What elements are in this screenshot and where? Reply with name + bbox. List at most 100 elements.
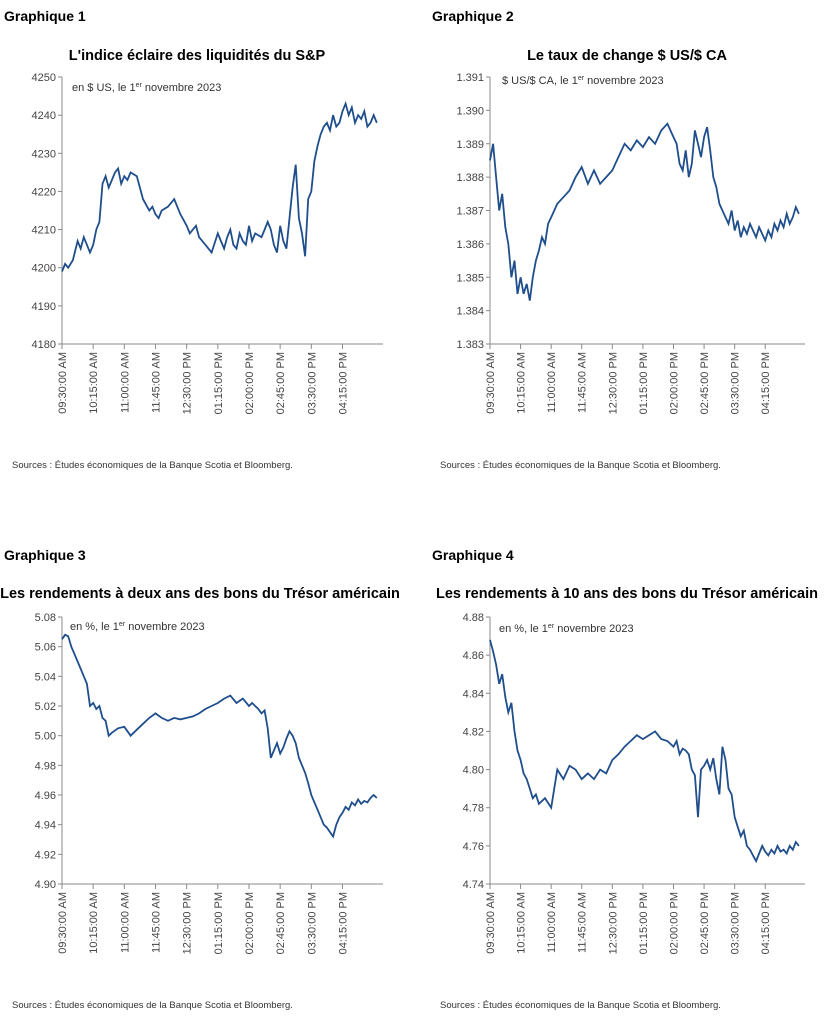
chart2-title: Le taux de change $ US/$ CA: [527, 48, 727, 64]
chart4-xtick-label: 02:00:00 PM: [668, 892, 680, 954]
chart3-source: Sources : Études économiques de la Banqu…: [12, 1000, 293, 1011]
chart4-source: Sources : Études économiques de la Banqu…: [440, 1000, 721, 1011]
chart2-xtick-label: 02:45:00 PM: [699, 352, 711, 414]
chart2-series-line: [489, 122, 800, 301]
chart3-ytick-label: 5.04: [35, 671, 56, 683]
chart1-ytick-label: 4200: [32, 263, 56, 275]
chart4-ytick-label: 4.82: [463, 726, 484, 738]
chart3-ytick-label: 5.02: [35, 701, 56, 713]
chart2-ytick-label: 1.388: [456, 172, 484, 184]
chart2-subtitle-rest: novembre 2023: [584, 75, 664, 87]
chart3-series-line: [61, 633, 378, 839]
chart3-xtick-label: 12:30:00 PM: [182, 892, 194, 954]
chart4-ytick-label: 4.76: [463, 841, 484, 853]
chart1-xtick-label: 02:45:00 PM: [275, 352, 287, 414]
chart2-ytick-label: 1.383: [456, 339, 484, 351]
chart4-ytick-label: 4.80: [463, 765, 484, 777]
chart4-ytick-label: 4.74: [463, 879, 484, 891]
chart2-subtitle-sup: er: [578, 75, 585, 82]
chart3-xtick-label: 09:30:00 AM: [57, 892, 69, 954]
chart2-subtitle: $ US/$ CA, le 1er novembre 2023: [502, 75, 664, 87]
chart1-xtick-label: 04:15:00 PM: [337, 352, 349, 414]
chart1-subtitle-main: en $ US, le 1: [72, 82, 136, 94]
chart1-subtitle-sup: er: [136, 82, 143, 89]
chart2-ytick-label: 1.384: [456, 306, 484, 318]
chart2-xtick-label: 12:30:00 PM: [607, 352, 619, 414]
chart2-source: Sources : Études économiques de la Banqu…: [440, 460, 721, 471]
chart2-xtick-label: 09:30:00 AM: [485, 352, 497, 414]
chart1-xtick-label: 02:00:00 PM: [244, 352, 256, 414]
chart1-ytick-label: 4220: [32, 186, 56, 198]
chart4-ytick-label: 4.88: [463, 612, 484, 624]
chart3-xtick-label: 01:15:00 PM: [213, 892, 225, 954]
chart1-group: L'indice éclaire des liquidités du S&P en…: [12, 48, 383, 471]
chart1-xtick-label: 11:00:00 AM: [119, 352, 131, 413]
chart1-source: Sources : Études économiques de la Banqu…: [12, 460, 293, 471]
chart4-xtick-label: 09:30:00 AM: [485, 892, 497, 954]
chart1-xtick-label: 11:45:00 AM: [150, 352, 162, 413]
chart2-subtitle-main: $ US/$ CA, le 1: [502, 75, 578, 87]
chart1-ytick-label: 4240: [32, 110, 56, 122]
chart2-ytick-label: 1.391: [456, 72, 484, 84]
chart3-label: Graphique 3: [4, 547, 86, 563]
chart4-xtick-label: 03:30:00 PM: [730, 892, 742, 954]
chart3-title: Les rendements à deux ans des bons du Tr…: [0, 586, 400, 602]
chart4-xtick-label: 01:15:00 PM: [638, 892, 650, 954]
chart4-xtick-label: 02:45:00 PM: [699, 892, 711, 954]
chart4-xtick-label: 12:30:00 PM: [607, 892, 619, 954]
chart3-subtitle-sup: er: [119, 621, 126, 628]
chart3-ytick-label: 4.94: [35, 820, 56, 832]
chart2-xtick-label: 11:45:00 AM: [577, 352, 589, 413]
chart1-xtick-label: 01:15:00 PM: [213, 352, 225, 414]
chart3-group: Les rendements à deux ans des bons du Tr…: [0, 586, 400, 1011]
chart3-subtitle: en %, le 1er novembre 2023: [70, 621, 205, 633]
chart4-ytick-label: 4.84: [463, 688, 484, 700]
chart1-label: Graphique 1: [4, 8, 86, 24]
chart4-xtick-label: 10:15:00 AM: [516, 892, 528, 954]
chart3-subtitle-rest: novembre 2023: [125, 621, 205, 633]
chart2-ytick-label: 1.386: [456, 239, 484, 251]
chart2-group: Le taux de change $ US/$ CA $ US/$ CA, le…: [440, 48, 805, 471]
chart4-group: Les rendements à 10 ans des bons du Trés…: [436, 586, 818, 1011]
chart4-title: Les rendements à 10 ans des bons du Trés…: [436, 586, 818, 602]
chart1-ytick-label: 4250: [32, 72, 56, 84]
chart1-ytick-label: 4190: [32, 301, 56, 313]
chart3-ytick-label: 4.92: [35, 849, 56, 861]
chart2-xtick-label: 02:00:00 PM: [668, 352, 680, 414]
chart3-xtick-label: 04:15:00 PM: [337, 892, 349, 954]
chart4-subtitle-sup: er: [548, 623, 555, 630]
chart1-xtick-label: 03:30:00 PM: [306, 352, 318, 414]
chart2-xtick-label: 10:15:00 AM: [516, 352, 528, 414]
chart2-ytick-label: 1.387: [456, 206, 484, 218]
chart3-xtick-label: 11:00:00 AM: [119, 892, 131, 953]
chart2-ytick-label: 1.389: [456, 139, 484, 151]
chart4-ytick-label: 4.86: [463, 650, 484, 662]
chart4-xtick-label: 11:45:00 AM: [577, 892, 589, 953]
chart1-ytick-label: 4180: [32, 339, 56, 351]
chart3-xtick-label: 10:15:00 AM: [88, 892, 100, 954]
chart3-subtitle-main: en %, le 1: [70, 621, 119, 633]
chart3-xtick-label: 03:30:00 PM: [306, 892, 318, 954]
chart2-xtick-label: 04:15:00 PM: [760, 352, 772, 414]
chart1-xtick-label: 10:15:00 AM: [88, 352, 100, 414]
chart4-series-line: [489, 639, 800, 864]
chart3-ytick-label: 5.00: [35, 731, 56, 743]
chart2-ytick-label: 1.390: [456, 105, 484, 117]
chart4-xtick-label: 04:15:00 PM: [760, 892, 772, 954]
chart3-ytick-label: 5.08: [35, 612, 56, 624]
chart3-ytick-label: 4.98: [35, 760, 56, 772]
chart3-ytick-label: 4.90: [35, 879, 56, 891]
chart1-series-line: [61, 100, 378, 272]
chart1-subtitle: en $ US, le 1er novembre 2023: [72, 82, 221, 94]
chart1-ytick-label: 4230: [32, 148, 56, 160]
chart3-ytick-label: 4.96: [35, 790, 56, 802]
chart4-xtick-label: 11:00:00 AM: [546, 892, 558, 953]
chart3-xtick-label: 02:45:00 PM: [275, 892, 287, 954]
chart4-subtitle-main: en %, le 1: [499, 623, 548, 635]
chart4-ytick-label: 4.78: [463, 803, 484, 815]
chart1-title: L'indice éclaire des liquidités du S&P: [69, 48, 326, 64]
chart2-ytick-label: 1.385: [456, 272, 484, 284]
chart1-ytick-label: 4210: [32, 225, 56, 237]
chart1-xtick-label: 09:30:00 AM: [57, 352, 69, 414]
